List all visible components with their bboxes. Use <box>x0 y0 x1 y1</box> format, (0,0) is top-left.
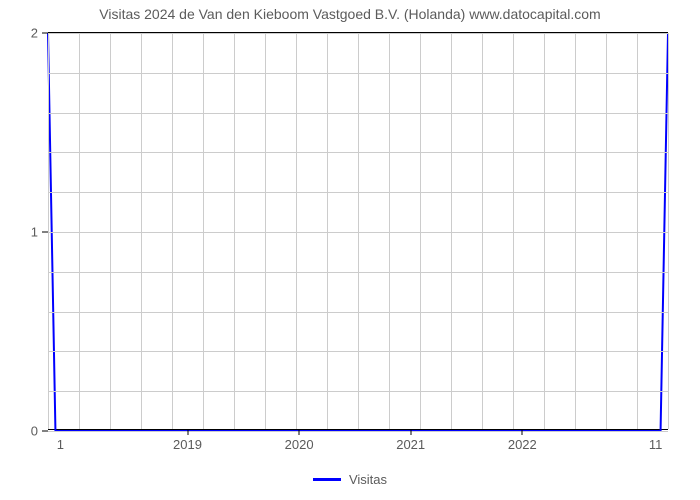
gridline-vertical <box>234 33 235 429</box>
y-tick-mark <box>42 431 48 432</box>
gridline-vertical <box>358 33 359 429</box>
x-tick-label: 2020 <box>285 437 314 452</box>
gridline-vertical <box>637 33 638 429</box>
x-tick-mark <box>187 429 188 435</box>
x-left-label: 1 <box>57 437 64 452</box>
gridline-vertical <box>389 33 390 429</box>
y-tick-label: 0 <box>31 424 38 439</box>
gridline-vertical <box>172 33 173 429</box>
x-tick-label: 2019 <box>173 437 202 452</box>
plot-area: 0121112019202020212022 <box>48 32 668 430</box>
gridline-horizontal <box>48 33 668 34</box>
gridline-horizontal <box>48 113 668 114</box>
gridline-vertical <box>451 33 452 429</box>
y-tick-mark <box>42 232 48 233</box>
gridline-horizontal <box>48 232 668 233</box>
legend: Visitas <box>0 472 700 487</box>
legend-label: Visitas <box>349 472 387 487</box>
gridline-vertical <box>265 33 266 429</box>
x-tick-mark <box>410 429 411 435</box>
gridline-vertical <box>575 33 576 429</box>
gridline-vertical <box>327 33 328 429</box>
x-right-label: 11 <box>649 437 663 452</box>
gridline-vertical <box>420 33 421 429</box>
gridline-vertical <box>606 33 607 429</box>
y-tick-label: 1 <box>31 225 38 240</box>
gridline-vertical <box>544 33 545 429</box>
gridline-horizontal <box>48 73 668 74</box>
gridline-vertical <box>668 33 669 429</box>
gridline-vertical <box>48 33 49 429</box>
y-tick-mark <box>42 33 48 34</box>
gridline-vertical <box>79 33 80 429</box>
gridline-horizontal <box>48 152 668 153</box>
gridline-vertical <box>141 33 142 429</box>
legend-swatch <box>313 478 341 481</box>
x-tick-mark <box>522 429 523 435</box>
chart-title: Visitas 2024 de Van den Kieboom Vastgoed… <box>0 6 700 22</box>
gridline-horizontal <box>48 431 668 432</box>
gridline-vertical <box>513 33 514 429</box>
gridline-horizontal <box>48 391 668 392</box>
y-tick-label: 2 <box>31 26 38 41</box>
gridline-vertical <box>482 33 483 429</box>
gridline-horizontal <box>48 312 668 313</box>
x-tick-label: 2022 <box>508 437 537 452</box>
gridline-vertical <box>203 33 204 429</box>
gridline-vertical <box>110 33 111 429</box>
gridline-horizontal <box>48 272 668 273</box>
gridline-horizontal <box>48 351 668 352</box>
gridline-vertical <box>296 33 297 429</box>
x-tick-label: 2021 <box>396 437 425 452</box>
visits-chart: Visitas 2024 de Van den Kieboom Vastgoed… <box>0 0 700 500</box>
x-tick-mark <box>299 429 300 435</box>
gridline-horizontal <box>48 192 668 193</box>
